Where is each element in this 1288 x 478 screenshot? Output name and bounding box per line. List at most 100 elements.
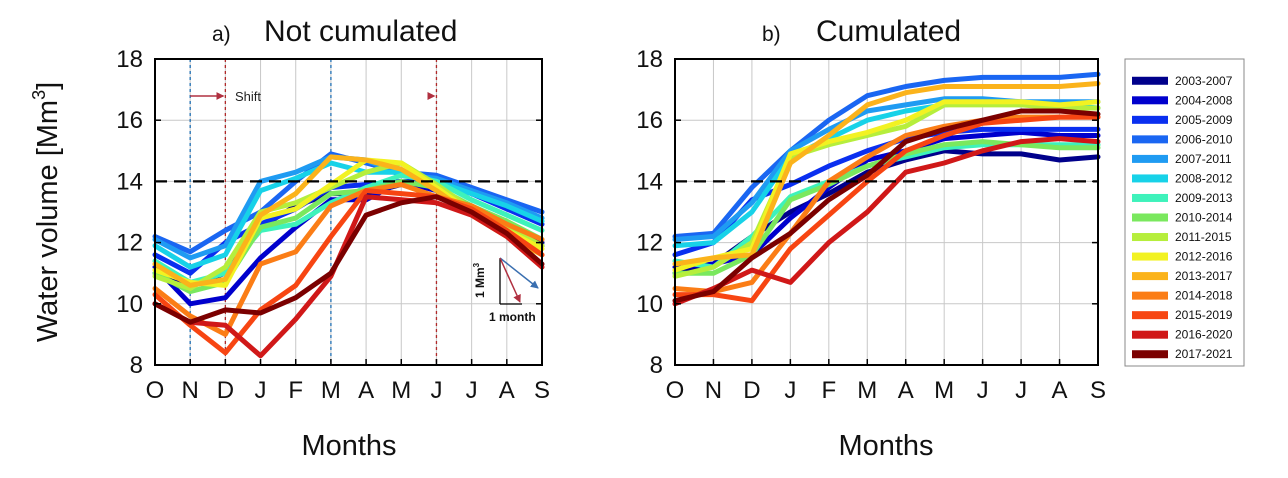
legend-swatch (1132, 291, 1168, 300)
y-axis-title-end: ] (32, 82, 64, 90)
y-axis-title-sup: 3 (29, 90, 49, 100)
legend-swatch (1132, 174, 1168, 183)
y-tick-label: 14 (636, 168, 663, 195)
series-line-2011-2015 (672, 102, 1101, 279)
legend-label: 2017-2021 (1175, 347, 1233, 361)
x-tick-label: D (743, 377, 760, 404)
x-tick-label: J (1015, 377, 1027, 404)
series-line-2012-2016 (672, 99, 1101, 273)
legend: 2003-2007 2004-2008 2005-2009 2006-2010 2007… (1124, 58, 1245, 367)
inset-y-label-main: 1 Mm (473, 267, 487, 298)
legend-label: 2015-2019 (1175, 308, 1233, 322)
y-tick-label: 18 (116, 46, 143, 73)
y-tick-label: 14 (116, 168, 143, 195)
legend-swatch (1132, 193, 1168, 202)
x-tick-label: A (499, 377, 515, 404)
series-line-2016-2020 (152, 194, 545, 359)
x-axis-title-b: Months (838, 430, 933, 462)
panel-b: b) Cumulated (762, 15, 961, 48)
y-tick-label: 18 (636, 46, 663, 73)
panel-a-title: Not cumulated (264, 15, 457, 48)
legend-label: 2007-2011 (1175, 152, 1232, 166)
y-tick-label: 8 (130, 352, 143, 379)
legend-label: 2009-2013 (1175, 191, 1233, 205)
y-tick-label: 12 (636, 230, 663, 257)
legend-swatch (1132, 213, 1168, 222)
plot-frame (154, 58, 543, 366)
x-tick-label: J (255, 377, 267, 404)
series-line-2008-2012 (672, 99, 1101, 249)
x-tick-label: J (977, 377, 989, 404)
legend-swatch (1132, 135, 1168, 144)
x-axis-title-a: Months (301, 430, 396, 462)
legend-swatch (1132, 115, 1168, 124)
shift-label: Shift (235, 89, 261, 104)
series-line-2014-2018 (672, 114, 1101, 295)
y-tick-label: 16 (636, 107, 663, 134)
x-tick-label: A (898, 377, 914, 404)
series-line-2006-2010 (672, 71, 1101, 239)
legend-label: 2005-2009 (1175, 113, 1233, 127)
x-tick-label: O (666, 377, 685, 404)
y-tick-label: 10 (636, 291, 663, 318)
panel-a-tag: a) (212, 23, 231, 46)
x-tick-label: A (358, 377, 374, 404)
y-axis-title: Water volume [Mm3] (29, 82, 64, 342)
inset-y-label-sup: 3 (472, 262, 481, 267)
series-line-2013-2017 (672, 81, 1101, 267)
annotations-a: Shift (235, 89, 261, 104)
inset-x-label: 1 month (489, 310, 536, 324)
x-tick-label: N (705, 377, 722, 404)
x-tick-label: M (857, 377, 877, 404)
series-line-2008-2012 (152, 160, 545, 270)
series-line-2016-2020 (672, 136, 1101, 307)
x-tick-label: O (146, 377, 165, 404)
panel-a: a) Not cumulated (212, 15, 457, 48)
legend-swatch (1132, 233, 1168, 242)
series-line-2015-2019 (672, 114, 1101, 304)
legend-swatch (1132, 272, 1168, 281)
x-tick-label: J (466, 377, 478, 404)
legend-label: 2012-2016 (1175, 250, 1233, 264)
legend-label: 2003-2007 (1175, 74, 1233, 88)
x-tick-label: A (1052, 377, 1068, 404)
x-tick-label: D (217, 377, 234, 404)
inset-arrow-blue (499, 257, 539, 289)
inset-arrow-red (499, 257, 521, 303)
legend-swatch (1132, 350, 1168, 359)
y-tick-label: 8 (650, 352, 663, 379)
legend-label: 2011-2015 (1175, 230, 1232, 244)
x-tick-label: J (784, 377, 796, 404)
x-tick-label: F (288, 377, 303, 404)
x-tick-label: M (934, 377, 954, 404)
legend-swatch (1132, 154, 1168, 163)
series-line-2017-2021 (672, 108, 1101, 304)
legend-label: 2004-2008 (1175, 93, 1233, 107)
y-axis-title-main: Water volume [Mm (32, 100, 64, 342)
legend-label: 2006-2010 (1175, 132, 1233, 146)
legend-swatch (1132, 76, 1168, 85)
x-tick-label: S (534, 377, 550, 404)
legend-label: 2010-2014 (1175, 211, 1233, 225)
y-tick-label: 10 (116, 291, 143, 318)
x-tick-label: M (391, 377, 411, 404)
legend-label: 2008-2012 (1175, 171, 1233, 185)
plot-frame (674, 58, 1099, 366)
panel-b-title: Cumulated (816, 15, 961, 48)
legend-swatch (1132, 330, 1168, 339)
y-tick-label: 12 (116, 230, 143, 257)
y-tick-label: 16 (116, 107, 143, 134)
x-tick-label: J (430, 377, 442, 404)
inset-scale: 1 Mm3 1 month (472, 262, 536, 324)
x-tick-label: M (321, 377, 341, 404)
x-tick-label: S (1090, 377, 1106, 404)
series-line-2014-2018 (152, 182, 545, 337)
legend-swatch (1132, 96, 1168, 105)
inset-y-label: 1 Mm3 (472, 262, 487, 298)
legend-label: 2014-2018 (1175, 289, 1233, 303)
series-line-2009-2013 (152, 172, 545, 285)
legend-label: 2013-2017 (1175, 269, 1233, 283)
series-line-2017-2021 (152, 194, 545, 325)
